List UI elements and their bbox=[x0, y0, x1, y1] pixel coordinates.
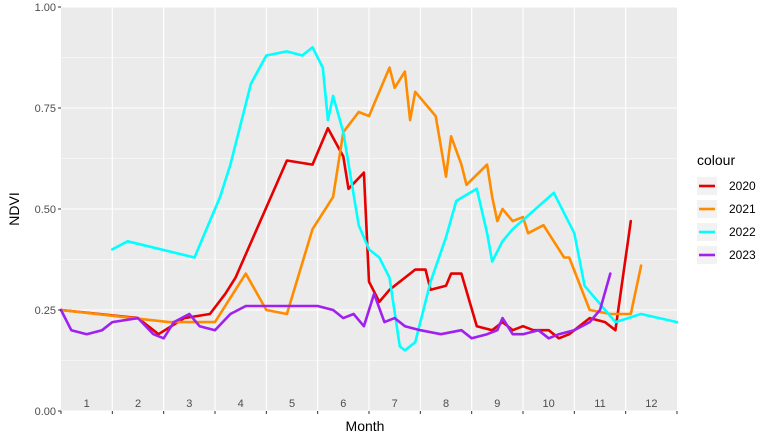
y-axis: 0.00 0.25 0.50 0.75 1.00 bbox=[35, 2, 61, 418]
x-tick-label: 3 bbox=[186, 398, 192, 410]
x-tick-label: 1 bbox=[84, 398, 90, 410]
x-axis: 1 2 3 4 5 6 7 8 9 10 11 12 bbox=[60, 398, 678, 414]
x-tick-label: 10 bbox=[543, 398, 555, 410]
x-tick-label: 12 bbox=[645, 398, 657, 410]
legend-label-2023: 2023 bbox=[729, 248, 756, 262]
y-tick-label: 0.75 bbox=[35, 103, 56, 115]
series-line-2020 bbox=[59, 126, 633, 340]
x-tick-label: 5 bbox=[289, 398, 295, 410]
y-tick-label: 1.00 bbox=[35, 2, 56, 14]
x-tick-label: 6 bbox=[340, 398, 346, 410]
x-tick-label: 11 bbox=[594, 398, 605, 410]
x-tick-label: 9 bbox=[494, 398, 500, 410]
y-tick-label: 0.00 bbox=[35, 406, 56, 418]
series-lines bbox=[59, 46, 679, 352]
y-tick-label: 0.25 bbox=[35, 305, 56, 317]
y-axis-title: NDVI bbox=[6, 192, 22, 225]
x-tick-label: 4 bbox=[238, 398, 244, 410]
x-tick-label: 8 bbox=[443, 398, 449, 410]
legend-label-2021: 2021 bbox=[729, 202, 756, 216]
series-line-2022 bbox=[111, 46, 679, 352]
legend-label-2022: 2022 bbox=[729, 225, 756, 239]
legend: colour 2020 2021 2022 2023 bbox=[697, 152, 756, 264]
legend-label-2020: 2020 bbox=[729, 179, 756, 193]
series-line-2021 bbox=[59, 66, 643, 324]
x-tick-label: 7 bbox=[392, 398, 398, 410]
major-gridlines bbox=[61, 6, 677, 412]
y-tick-label: 0.50 bbox=[35, 204, 56, 216]
x-axis-title: Month bbox=[346, 418, 385, 434]
series-line-2023 bbox=[59, 272, 612, 340]
legend-title: colour bbox=[697, 152, 735, 168]
x-tick-label: 2 bbox=[135, 398, 141, 410]
